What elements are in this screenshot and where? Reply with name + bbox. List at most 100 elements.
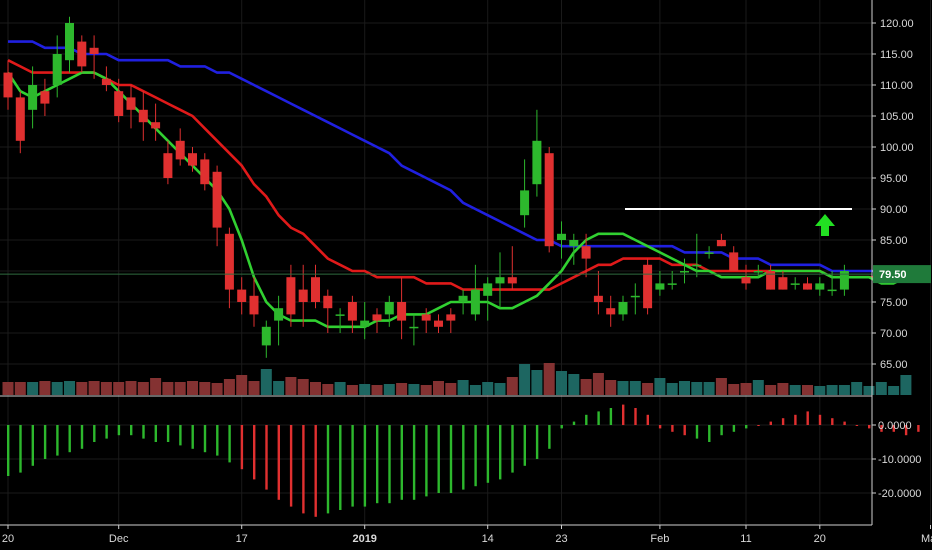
gridlines xyxy=(0,0,931,525)
volume-bar xyxy=(826,385,838,395)
volume-bar xyxy=(322,384,334,395)
oscillator-bar xyxy=(31,425,34,466)
oscillator-bar xyxy=(253,425,256,480)
x-tick-label: Mar xyxy=(921,533,932,545)
oscillator-bar xyxy=(277,425,280,500)
candle-body xyxy=(335,314,345,316)
volume-bar xyxy=(408,384,420,395)
volume-bar xyxy=(814,386,826,395)
oscillator-bar xyxy=(855,425,859,426)
oscillator-bar xyxy=(154,425,157,442)
volume-bar xyxy=(838,385,850,395)
y-tick-label: -20.0000 xyxy=(878,488,921,500)
candle-body xyxy=(360,320,370,327)
y-tick-label: -10.0000 xyxy=(878,454,921,466)
oscillator-bar xyxy=(166,425,170,442)
y-tick-label: 100.00 xyxy=(880,142,914,154)
volume-bar xyxy=(506,377,518,395)
oscillator-bar xyxy=(511,425,514,473)
candle-body xyxy=(249,295,259,315)
volume-bar xyxy=(371,385,383,395)
candle-body xyxy=(372,314,382,321)
oscillator-bar xyxy=(695,425,699,439)
volume-bar xyxy=(113,382,125,395)
volume-bar xyxy=(457,380,469,395)
volume-bar xyxy=(728,384,740,395)
candle-body xyxy=(655,283,665,290)
oscillator-bar xyxy=(289,425,293,507)
candle-body xyxy=(89,47,99,54)
volume-bar xyxy=(150,378,162,395)
oscillator-bar xyxy=(80,425,84,449)
candle-body xyxy=(421,314,431,321)
oscillator-bar xyxy=(43,425,47,459)
candle-body xyxy=(815,283,825,290)
oscillator-bar xyxy=(560,425,563,429)
candle-body xyxy=(630,295,640,298)
volume-bar xyxy=(703,382,715,395)
volume-bar xyxy=(519,364,531,395)
candle-body xyxy=(3,72,13,98)
oscillator-bar xyxy=(646,414,649,425)
candle-body xyxy=(569,240,579,247)
candle-body xyxy=(520,190,530,216)
oscillator-bar xyxy=(708,425,711,442)
oscillator-bar xyxy=(240,425,244,470)
y-tick-label: 120.00 xyxy=(880,18,914,30)
volume-bar xyxy=(531,370,543,395)
oscillator-bar xyxy=(745,425,748,429)
oscillator-bar xyxy=(609,408,613,425)
volume-bar xyxy=(592,373,604,395)
oscillator-bar xyxy=(769,421,772,425)
oscillator-bar xyxy=(228,425,231,463)
oscillator-bar xyxy=(105,425,108,439)
x-tick-label: 20 xyxy=(2,533,14,545)
oscillator-bar xyxy=(880,425,883,432)
oscillator-bar xyxy=(781,418,785,425)
volume-bar xyxy=(556,371,567,395)
y-tick-label: 65.00 xyxy=(880,359,908,371)
candle-body xyxy=(237,289,247,302)
volume-bar xyxy=(39,381,51,395)
x-tick-label: 20 xyxy=(814,533,826,545)
candle-body xyxy=(311,277,320,302)
volume-bar xyxy=(310,382,321,395)
candle-body xyxy=(323,295,333,309)
candle-body xyxy=(163,153,173,178)
candle-body xyxy=(224,233,234,290)
ma-fast-line xyxy=(6,71,907,329)
volume-bar xyxy=(223,379,235,395)
candle-body xyxy=(114,91,124,116)
volume-bar xyxy=(64,381,75,395)
candle-body xyxy=(40,91,50,104)
candle-body xyxy=(261,326,271,346)
volume-bar xyxy=(199,382,211,395)
ma-slow-line xyxy=(8,40,906,273)
arrow-up-icon xyxy=(815,214,835,236)
candle-body xyxy=(729,252,739,271)
oscillator-bar xyxy=(376,425,379,504)
oscillator-histogram xyxy=(7,404,920,517)
candle-body xyxy=(753,271,763,273)
oscillator-bar xyxy=(523,425,526,466)
oscillator-bar xyxy=(314,425,317,517)
volume-bar xyxy=(88,381,100,395)
candle-body xyxy=(65,23,74,61)
candle-body xyxy=(126,97,136,110)
volume-bar xyxy=(543,363,555,395)
volume-bar xyxy=(174,382,186,395)
volume-bar xyxy=(236,375,248,395)
volume-bar xyxy=(469,385,481,395)
volume-bar xyxy=(875,382,887,395)
oscillator-bar xyxy=(7,425,10,476)
volume-bar xyxy=(359,384,371,395)
volume-bar xyxy=(691,382,703,395)
oscillator-bar xyxy=(720,425,723,436)
candle-body xyxy=(704,252,714,254)
candle-body xyxy=(188,153,197,166)
oscillator-bar xyxy=(191,425,194,449)
candle-body xyxy=(446,314,456,321)
volume-bar xyxy=(666,383,678,395)
candle-body xyxy=(175,140,185,160)
